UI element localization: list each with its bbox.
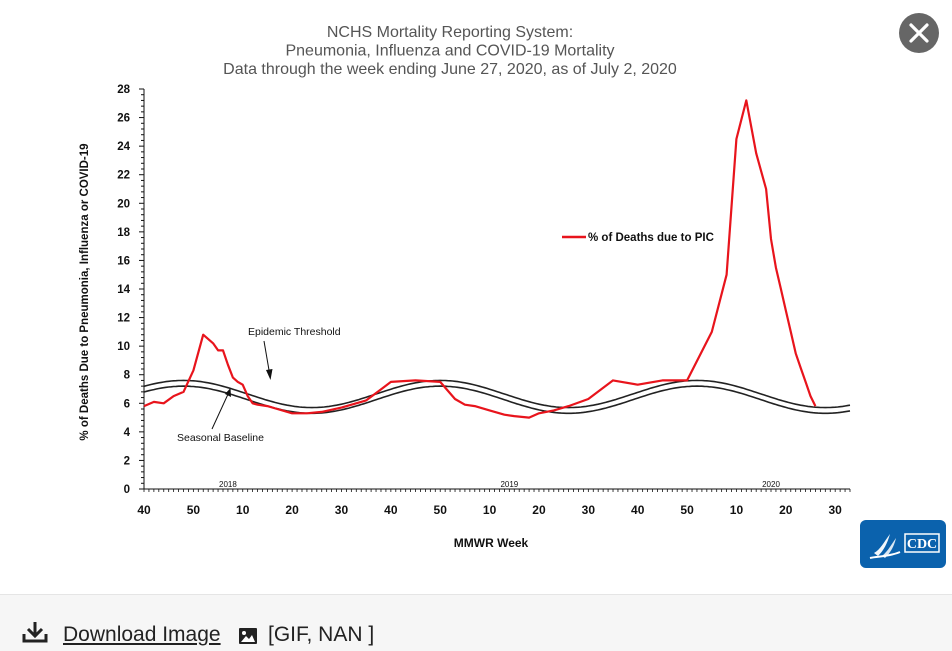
y-tick-label: 12: [117, 313, 130, 325]
x-tick-label: 10: [730, 503, 744, 517]
series-lines: [143, 99, 851, 419]
x-tick-label: 30: [582, 503, 596, 517]
y-tick-label: 26: [117, 113, 130, 125]
y-tick-label: 6: [124, 398, 130, 410]
title-line: Data through the week ending June 27, 20…: [223, 61, 677, 78]
chart-title: NCHS Mortality Reporting System: Pneumoni…: [223, 24, 677, 78]
y-tick-label: 10: [117, 341, 130, 353]
y-tick-label: 4: [124, 427, 131, 439]
x-tick-label: 30: [335, 503, 349, 517]
close-button[interactable]: [899, 13, 939, 53]
x-axis-label: MMWR Week: [454, 536, 529, 550]
seasonal-baseline-label: Seasonal Baseline: [177, 432, 264, 444]
y-tick-label: 20: [117, 198, 130, 210]
year-label: 2018: [219, 480, 237, 489]
y-axis-label: % of Deaths Due to Pneumonia, Influenza …: [79, 143, 91, 440]
pic-series-line: [143, 99, 817, 419]
y-tick-label: 16: [117, 255, 130, 267]
year-label: 2019: [500, 480, 518, 489]
y-tick-label: 8: [124, 370, 131, 382]
y-tick-label: 14: [117, 284, 130, 296]
y-tick-label: 22: [117, 170, 130, 182]
x-tick-label: 20: [532, 503, 546, 517]
x-tick-label: 10: [236, 503, 250, 517]
y-tick-label: 28: [117, 84, 130, 96]
close-icon: [909, 23, 929, 43]
x-tick-label: 40: [631, 503, 645, 517]
x-tick-label: 50: [680, 503, 694, 517]
cdc-logo: CDC: [860, 520, 946, 568]
y-tick-label: 2: [124, 455, 130, 467]
baseline-arrow: [211, 391, 230, 430]
legend: % of Deaths due to PIC: [562, 232, 714, 244]
x-tick-label: 50: [187, 503, 201, 517]
chart: NCHS Mortality Reporting System: Pneumoni…: [79, 24, 851, 550]
epidemic-threshold-line: [143, 379, 851, 409]
x-tick-label: 40: [384, 503, 398, 517]
x-axis: 40 50 10 20 30 40 50 10 20 30 40 50 10 20 30 2018 2019 20…: [137, 480, 851, 517]
epidemic-threshold-label: Epidemic Threshold: [248, 326, 341, 338]
title-line: Pneumonia, Influenza and COVID-19 Mortal…: [285, 43, 614, 60]
footer-bar: Download Image [GIF, NAN ]: [0, 594, 952, 651]
x-tick-label: 20: [779, 503, 793, 517]
x-tick-label: 30: [829, 503, 843, 517]
download-format: [GIF, NAN ]: [268, 623, 375, 646]
x-tick-label: 50: [434, 503, 448, 517]
y-tick-label: 24: [117, 141, 130, 153]
y-tick-label: 18: [117, 227, 130, 239]
legend-label: % of Deaths due to PIC: [588, 232, 714, 244]
image-icon: [239, 628, 257, 644]
x-tick-label: 10: [483, 503, 497, 517]
annotations: Epidemic Threshold Seasonal Baseline: [177, 326, 341, 444]
x-tick-label: 20: [285, 503, 299, 517]
download-image-link[interactable]: Download Image: [63, 623, 221, 646]
title-line: NCHS Mortality Reporting System:: [327, 24, 573, 41]
baseline-arrowhead: [225, 388, 231, 397]
y-tick-label: 0: [124, 484, 130, 496]
x-tick-label: 40: [137, 503, 151, 517]
threshold-arrowhead: [266, 369, 273, 380]
year-label: 2020: [762, 480, 780, 489]
cdc-logo-text: CDC: [907, 537, 937, 552]
download-icon[interactable]: [22, 621, 48, 643]
